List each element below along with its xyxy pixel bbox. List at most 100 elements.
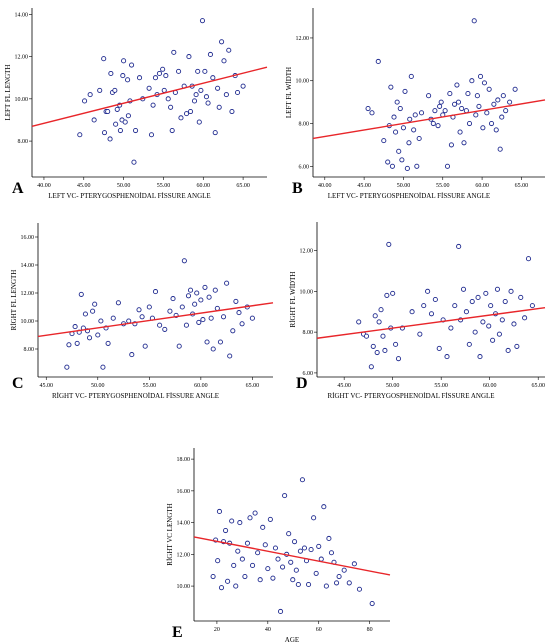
x-tick-label: 60	[316, 627, 322, 633]
data-point	[206, 294, 212, 300]
data-point	[378, 307, 384, 313]
data-point	[120, 73, 126, 79]
data-point	[74, 340, 80, 346]
x-tick-label: 45.00	[357, 183, 371, 189]
data-point	[438, 99, 444, 105]
data-point	[217, 339, 223, 345]
data-point	[200, 317, 206, 323]
data-point	[244, 540, 251, 546]
data-point	[110, 315, 116, 321]
y-axis-label: LEFT FL LENGTH	[4, 65, 12, 121]
data-point	[152, 75, 159, 81]
data-point	[198, 297, 204, 303]
data-point	[112, 87, 118, 93]
data-point	[480, 125, 486, 131]
x-tick-label: 50.00	[386, 383, 400, 389]
data-point	[275, 556, 281, 562]
data-point	[227, 353, 233, 359]
data-point	[82, 98, 88, 104]
data-point	[328, 550, 335, 556]
data-point	[196, 319, 202, 325]
data-point	[202, 284, 208, 290]
y-axis-label: LEFT FL WİDTH	[285, 67, 293, 118]
data-point	[291, 539, 298, 545]
fit-line	[31, 66, 268, 127]
data-point	[229, 108, 235, 115]
data-point	[363, 333, 370, 339]
data-point	[114, 106, 120, 112]
data-point	[210, 75, 216, 81]
data-point	[108, 70, 114, 77]
data-point	[160, 66, 166, 72]
data-point	[313, 570, 319, 576]
data-point	[100, 364, 106, 370]
data-point	[396, 148, 402, 154]
data-point	[293, 567, 299, 573]
data-point	[97, 87, 103, 93]
data-point	[146, 304, 152, 310]
data-point	[220, 314, 227, 320]
x-tick-label: 45.00	[77, 183, 91, 189]
data-point	[156, 70, 163, 77]
y-tick-label: 12.00	[177, 552, 191, 558]
data-point	[333, 580, 340, 586]
data-point	[205, 100, 211, 106]
data-point	[502, 298, 508, 305]
data-point	[169, 127, 175, 134]
data-point	[170, 296, 176, 302]
x-tick-label: 55.00	[434, 383, 448, 389]
fit-line	[37, 302, 274, 338]
data-point	[133, 127, 139, 134]
data-point	[402, 88, 408, 94]
y-tick-label: 12.00	[300, 249, 314, 255]
data-point	[452, 303, 458, 309]
x-tick-label: 20	[214, 627, 220, 633]
data-point	[461, 140, 467, 146]
x-tick-label: 50.00	[397, 183, 411, 189]
data-point	[447, 91, 453, 97]
data-point	[497, 146, 503, 152]
data-point	[456, 243, 462, 250]
data-point	[444, 163, 451, 169]
x-axis-label: LEFT VC- PTERYGOSPHENOİDAL FİSSURE ANGLE	[328, 192, 490, 200]
data-point	[491, 101, 497, 107]
data-point	[400, 125, 406, 131]
data-point	[277, 608, 284, 615]
x-tick-label: 60.00	[475, 183, 489, 189]
data-point	[126, 318, 132, 324]
data-point	[374, 349, 380, 356]
chart-panel-d: 45.00 50.00 55.00 60.00 65.00 6.00 8.00 10.00 12…	[289, 222, 546, 400]
data-point	[448, 142, 454, 148]
data-point	[412, 112, 418, 118]
data-point	[417, 331, 423, 337]
data-point	[503, 108, 509, 114]
data-point	[225, 578, 231, 584]
data-point	[299, 477, 305, 483]
data-point	[92, 301, 98, 307]
data-point	[204, 339, 210, 345]
data-point	[388, 84, 394, 90]
data-point	[105, 108, 111, 115]
data-point	[493, 127, 499, 133]
data-point	[98, 318, 104, 324]
data-point	[474, 93, 480, 99]
data-point	[488, 303, 494, 309]
data-point	[381, 138, 387, 144]
data-point	[477, 354, 483, 360]
data-point	[223, 527, 229, 534]
data-point	[407, 116, 413, 122]
data-point	[183, 111, 190, 117]
data-point	[82, 311, 88, 317]
data-point	[215, 558, 221, 564]
data-point	[247, 515, 253, 521]
data-point	[288, 559, 294, 565]
data-point	[176, 68, 182, 74]
data-point	[162, 326, 168, 332]
data-point	[430, 120, 436, 127]
data-point	[380, 333, 386, 339]
data-point	[191, 98, 198, 104]
data-point	[490, 337, 496, 343]
data-point	[176, 343, 182, 349]
data-point	[386, 241, 392, 247]
data-point	[426, 93, 432, 99]
